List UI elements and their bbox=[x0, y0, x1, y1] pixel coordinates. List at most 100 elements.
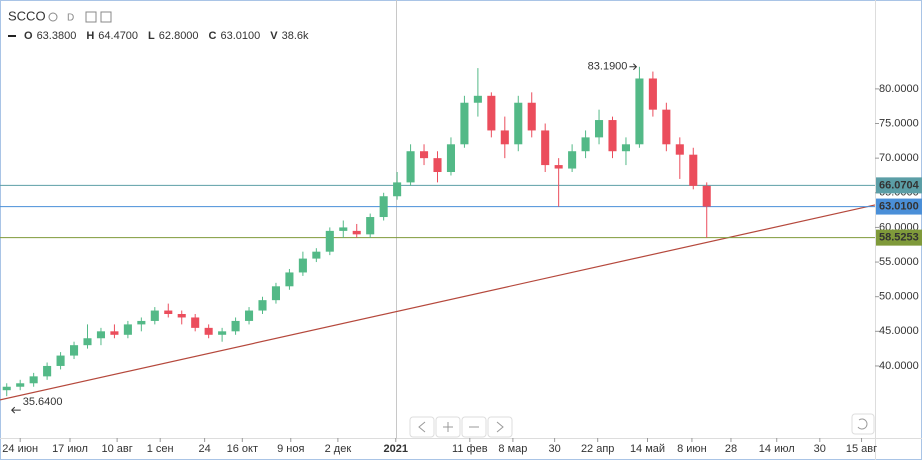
candle-body bbox=[29, 376, 38, 384]
candle-body bbox=[514, 102, 523, 145]
icon bbox=[496, 421, 504, 433]
candle-body bbox=[527, 102, 536, 131]
ohlcv-key: O bbox=[24, 30, 33, 42]
candle-body bbox=[285, 272, 294, 287]
ohlcv-key: C bbox=[209, 30, 217, 42]
candle-body bbox=[245, 310, 254, 321]
symbol: SCCO bbox=[8, 8, 46, 23]
ohlcv-value: 62.8000 bbox=[159, 30, 199, 42]
x-tick-label: 8 июн bbox=[677, 443, 707, 455]
candle-body bbox=[635, 78, 644, 145]
candle-body bbox=[16, 383, 25, 387]
y-tick-label: 50.0000 bbox=[879, 291, 919, 303]
candle-body bbox=[500, 130, 509, 145]
level-tag bbox=[876, 177, 922, 194]
icon bbox=[418, 421, 426, 433]
y-tick-label: 70.0000 bbox=[879, 152, 919, 164]
x-tick-label: 15 авг bbox=[846, 443, 877, 455]
candle-body bbox=[2, 386, 11, 391]
x-tick-label: 14 май bbox=[630, 443, 665, 455]
candle-body bbox=[487, 95, 496, 131]
scroll-right[interactable] bbox=[487, 416, 513, 438]
x-tick-label: 10 авг bbox=[101, 443, 132, 455]
x-tick-label: 9 ноя bbox=[277, 443, 304, 455]
level-tag bbox=[876, 229, 922, 246]
scroll-left[interactable] bbox=[409, 416, 435, 438]
ohlcv-key: H bbox=[86, 30, 94, 42]
candle-body bbox=[446, 144, 455, 173]
candle-body bbox=[648, 78, 657, 110]
x-tick-label: 30 bbox=[814, 443, 826, 455]
candle-body bbox=[298, 258, 307, 273]
y-tick-label: 55.0000 bbox=[879, 256, 919, 268]
candle-body bbox=[339, 227, 348, 231]
candle-body bbox=[137, 320, 146, 325]
candle-body bbox=[608, 120, 617, 152]
candle-body bbox=[164, 310, 173, 315]
candle-body bbox=[675, 144, 684, 155]
candle-body bbox=[110, 331, 119, 335]
ohlcv-value: 38.6k bbox=[282, 30, 309, 42]
candle-body bbox=[662, 109, 671, 145]
ohlcv-value: 64.4700 bbox=[98, 30, 138, 42]
candle-body bbox=[231, 320, 240, 332]
candle-body bbox=[581, 137, 590, 152]
y-tick-label: 45.0000 bbox=[879, 325, 919, 337]
candle-body bbox=[56, 355, 65, 366]
icon bbox=[443, 422, 453, 432]
candle-body bbox=[96, 331, 105, 339]
candle-body bbox=[150, 310, 159, 321]
level-label: 66.0704 bbox=[879, 179, 920, 191]
candle-body bbox=[366, 217, 375, 235]
annotation-arrow bbox=[629, 63, 638, 71]
candle-body bbox=[70, 345, 79, 356]
y-tick-label: 40.0000 bbox=[879, 360, 919, 372]
x-tick-label: 16 окт bbox=[227, 443, 258, 455]
x-tick-label: 2 дек bbox=[325, 443, 352, 455]
annotation: 35.6400 bbox=[23, 396, 63, 408]
x-tick-label: 22 апр bbox=[581, 443, 614, 455]
ohlcv-key: L bbox=[148, 30, 155, 42]
level-tag bbox=[876, 198, 922, 215]
candle-body bbox=[433, 158, 442, 173]
x-tick-label: 8 мар bbox=[498, 443, 527, 455]
candle-body bbox=[325, 230, 334, 252]
candle-body bbox=[177, 314, 186, 318]
x-tick-label: 14 июл bbox=[759, 443, 795, 455]
nav-buttons bbox=[409, 413, 875, 438]
candle-body bbox=[204, 327, 213, 335]
annotation-arrow bbox=[11, 406, 21, 414]
candle-body bbox=[689, 154, 698, 186]
x-tick-label: 11 фев bbox=[452, 443, 488, 455]
candle-body bbox=[312, 251, 321, 259]
candle-body bbox=[271, 286, 280, 301]
interval: D bbox=[67, 13, 74, 24]
candle-body bbox=[43, 365, 52, 377]
candle-body bbox=[420, 151, 429, 159]
x-tick-label: 1 сен bbox=[147, 443, 174, 455]
icon[interactable] bbox=[100, 11, 112, 23]
legend: SCCO D bbox=[8, 8, 112, 37]
candle-body bbox=[393, 182, 402, 197]
ohlcv-value: 63.3800 bbox=[37, 30, 77, 42]
candle-body bbox=[218, 331, 227, 335]
reset-button[interactable] bbox=[851, 413, 875, 435]
x-tick-label: 24 июн bbox=[2, 443, 38, 455]
candle-body bbox=[554, 165, 563, 169]
plot: 40.000045.000050.000055.000060.000065.00… bbox=[0, 61, 919, 455]
candle-body bbox=[123, 324, 132, 335]
icon[interactable] bbox=[85, 11, 97, 23]
annotation: 83.1900 bbox=[588, 61, 628, 73]
candle-body bbox=[702, 185, 711, 207]
settings-icon[interactable] bbox=[48, 12, 58, 22]
x-tick-label: 24 bbox=[198, 443, 210, 455]
candle-body bbox=[352, 230, 361, 235]
candle-body bbox=[191, 317, 200, 328]
candle-body bbox=[460, 102, 469, 145]
candle-body bbox=[83, 338, 92, 346]
y-tick-label: 75.0000 bbox=[879, 117, 919, 129]
ohlcv-value: 63.0100 bbox=[221, 30, 261, 42]
